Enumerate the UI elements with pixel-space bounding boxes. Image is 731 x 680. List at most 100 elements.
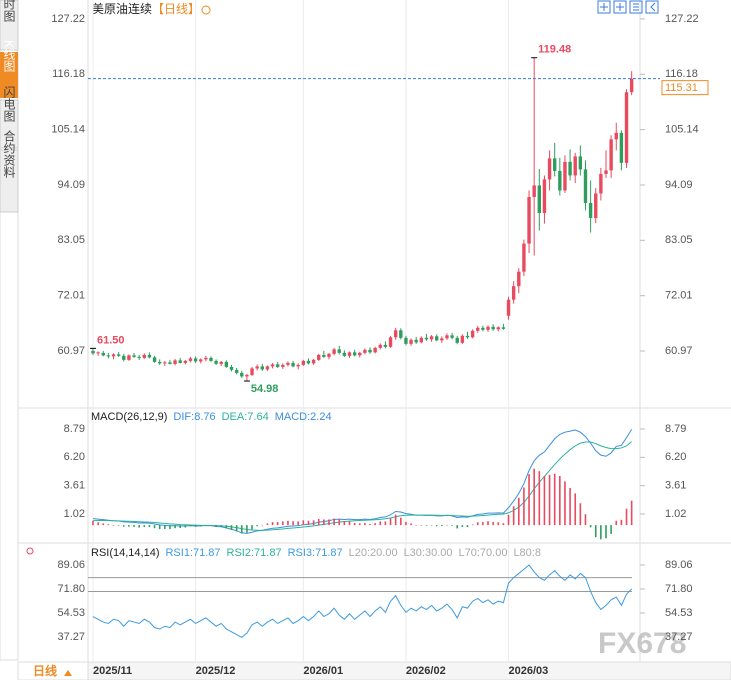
macd-bar: [148, 525, 151, 528]
tab-bg-active[interactable]: [0, 52, 18, 98]
candle-body: [168, 362, 172, 364]
candle-body: [419, 337, 424, 343]
candle-body: [204, 357, 208, 360]
macd-bar: [158, 525, 161, 530]
candle-body: [450, 335, 454, 338]
macd-bar: [276, 522, 279, 526]
tab-bg[interactable]: [0, 149, 19, 213]
period-arrow[interactable]: [64, 670, 72, 676]
candle-body: [311, 359, 316, 364]
macd-bar: [523, 487, 525, 526]
tab-bg[interactable]: [0, 0, 19, 51]
candle-body: [188, 358, 193, 361]
period-button-label[interactable]: 日线: [33, 663, 57, 678]
candle-body: [250, 368, 254, 375]
candle-body: [199, 359, 203, 362]
candle-body: [599, 173, 603, 194]
macd-bar: [492, 522, 494, 526]
macd-bar: [461, 525, 464, 527]
watermark: FX678: [598, 627, 686, 660]
macd-bar: [528, 474, 530, 526]
extreme-label: 61.50: [97, 334, 125, 346]
candle-body: [157, 361, 162, 364]
y-tick-label: 127.22: [51, 13, 85, 25]
macd-bar: [312, 520, 315, 526]
tool-icon[interactable]: [613, 0, 627, 14]
candle-body: [624, 92, 629, 163]
candle-body: [476, 327, 480, 331]
candle-body: [404, 337, 408, 344]
macd-bar: [338, 519, 341, 526]
macd-bar: [430, 525, 433, 526]
macd-bar: [533, 468, 535, 526]
macd-bar: [230, 525, 233, 530]
y-tick-label: 116.18: [52, 68, 85, 80]
macd-bar: [302, 520, 305, 526]
macd-bar: [235, 525, 238, 532]
tab-bg[interactable]: [0, 99, 19, 149]
macd-bar: [564, 481, 566, 526]
candle-body: [281, 364, 285, 367]
candle-body: [393, 330, 398, 338]
candle-body: [270, 364, 275, 367]
candle-body: [275, 364, 280, 367]
candle-body: [609, 139, 613, 171]
y-tick-label: 72.01: [57, 290, 85, 302]
macd-bar: [559, 475, 561, 526]
y-tick-label: 89.06: [57, 559, 85, 571]
macd-bar: [189, 525, 192, 527]
settings-icon[interactable]: [26, 547, 34, 555]
candle-body: [547, 158, 552, 180]
legend-entry: L80:8: [513, 547, 541, 559]
macd-bar: [112, 525, 115, 526]
macd-bar: [128, 525, 130, 527]
tab-label[interactable]: 闪电图: [2, 86, 16, 122]
tab-label[interactable]: K线图: [2, 40, 16, 72]
candle-body: [501, 327, 506, 329]
y-tick-label: 71.80: [57, 583, 85, 595]
collapse-icon[interactable]: [201, 5, 211, 15]
candle-body: [260, 366, 264, 370]
candle-body: [583, 169, 588, 203]
indicator-line: [92, 441, 632, 531]
candle-body: [152, 357, 157, 362]
macd-bar: [630, 500, 633, 526]
macd-bar: [538, 471, 541, 526]
macd-bar: [451, 525, 453, 526]
candle-body: [424, 337, 429, 340]
tool-icon[interactable]: [597, 0, 611, 14]
y-tick-label-right: 72.01: [665, 290, 693, 302]
candle-body: [147, 354, 152, 358]
y-tick-label-right: 1.02: [665, 508, 686, 520]
macd-bar: [292, 521, 294, 526]
macd-bar: [164, 525, 166, 530]
candle-body: [532, 185, 536, 197]
macd-bar: [394, 514, 397, 526]
candle-body: [460, 335, 465, 343]
tab-label[interactable]: 分时图: [2, 0, 16, 22]
macd-bar: [92, 520, 94, 526]
macd-bar: [138, 525, 140, 528]
candle-body: [542, 179, 547, 214]
candle-body: [429, 336, 434, 340]
tool-icon[interactable]: [645, 0, 659, 14]
macd-bar: [97, 522, 99, 526]
candle-body: [399, 330, 403, 338]
legend-entry: L70:70.00: [459, 547, 508, 559]
macd-bar: [384, 521, 387, 526]
legend-entry: RSI3:71.87: [288, 547, 343, 559]
macd-bar: [369, 524, 371, 526]
macd-bar: [323, 519, 325, 526]
extreme-label: 54.98: [251, 383, 279, 395]
macd-bar: [133, 525, 135, 527]
candle-body: [527, 196, 531, 244]
macd-bar: [287, 520, 289, 526]
y-tick-label-right: 54.53: [665, 607, 693, 619]
tab-label[interactable]: 合约资料: [2, 129, 16, 178]
candle-body: [486, 326, 490, 330]
candle-body: [240, 372, 244, 377]
tool-icon[interactable]: [629, 0, 643, 14]
macd-bar: [574, 493, 577, 526]
macd-bar: [548, 474, 551, 526]
